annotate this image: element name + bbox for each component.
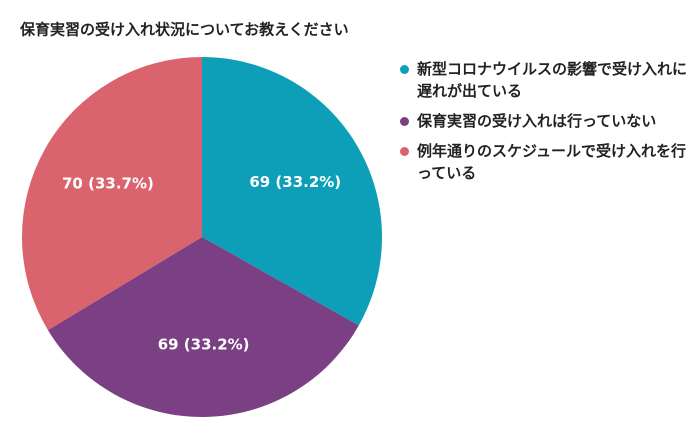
- pie-slice: [202, 57, 383, 326]
- data-label: 70 (33.7%): [62, 174, 154, 192]
- pie-slice: [21, 56, 203, 331]
- legend-marker: [400, 117, 409, 126]
- legend-marker: [400, 65, 409, 74]
- data-label: 69 (33.2%): [249, 173, 341, 191]
- legend-item: 保育実習の受け入れは行っていない: [400, 110, 690, 132]
- legend: 新型コロナウイルスの影響で受け入れに遅れが出ている保育実習の受け入れは行っていな…: [400, 58, 690, 192]
- legend-label: 例年通りのスケジュールで受け入れを行っている: [417, 142, 686, 182]
- legend-item: 例年通りのスケジュールで受け入れを行っている: [400, 140, 690, 184]
- data-label: 69 (33.2%): [158, 335, 250, 353]
- legend-item: 新型コロナウイルスの影響で受け入れに遅れが出ている: [400, 58, 690, 102]
- chart-title: 保育実習の受け入れ状況についてお教えください: [19, 21, 349, 39]
- pie-slice: [47, 237, 359, 418]
- legend-label: 新型コロナウイルスの影響で受け入れに遅れが出ている: [417, 60, 688, 100]
- legend-marker: [400, 147, 409, 156]
- legend-label: 保育実習の受け入れは行っていない: [417, 112, 657, 130]
